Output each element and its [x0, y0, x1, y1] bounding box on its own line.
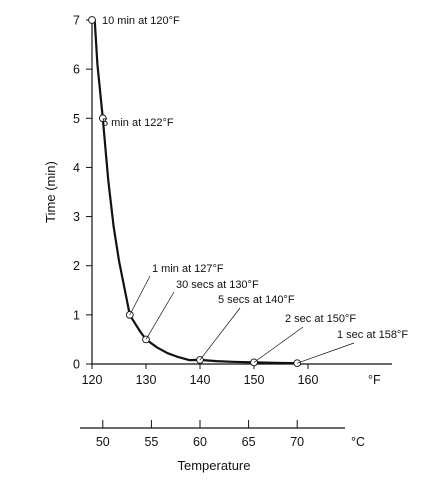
y-tick-label: 4	[73, 161, 80, 175]
point-annotation: 2 sec at 150°F	[285, 313, 356, 325]
x-tick-label: 150	[244, 373, 265, 387]
y-tick-label: 0	[73, 358, 80, 372]
y-tick-label: 3	[73, 210, 80, 224]
annotation-leader	[253, 326, 304, 363]
secondary-x-tick-label: 50	[96, 435, 110, 449]
x-tick-label: 160	[298, 373, 319, 387]
secondary-x-tick-label: 70	[290, 435, 304, 449]
annotation-leader	[199, 307, 241, 361]
point-annotation: 5 min at 122°F	[102, 117, 174, 129]
secondary-x-tick-label: 60	[193, 435, 207, 449]
data-point	[98, 114, 107, 123]
secondary-x-unit-label: °C	[351, 435, 365, 449]
labels-layer: 10 min at 120°F 5 min at 122°F 1 min at 12…	[102, 15, 408, 364]
y-tick-label: 7	[73, 14, 80, 28]
annotation-leader	[297, 342, 355, 364]
points-layer	[88, 16, 302, 368]
x-tick-label: 140	[190, 373, 211, 387]
point-annotation: 30 secs at 130°F	[176, 279, 259, 291]
axes: 0 1 2 3 4 5 6 7 120 130 140 150 160 °F 50 55 60 65 70 °C Tem…	[43, 14, 392, 473]
curve-layer	[93, 18, 299, 365]
secondary-x-tick-label: 65	[242, 435, 256, 449]
x-unit-label: °F	[368, 373, 381, 387]
y-tick-label: 2	[73, 259, 80, 273]
series-line	[93, 18, 299, 365]
y-tick-label: 5	[73, 112, 80, 126]
y-axis-title: Time (min)	[43, 161, 58, 223]
point-annotation: 10 min at 120°F	[102, 15, 180, 27]
x-axis-title: Temperature	[178, 458, 251, 473]
x-tick-label: 120	[82, 373, 103, 387]
point-annotation: 1 min at 127°F	[152, 263, 224, 275]
x-tick-label: 130	[136, 373, 157, 387]
y-tick-label: 1	[73, 308, 80, 322]
y-tick-label: 6	[73, 63, 80, 77]
point-annotation: 5 secs at 140°F	[218, 294, 295, 306]
secondary-x-tick-label: 55	[144, 435, 158, 449]
annotation-leader	[145, 291, 175, 340]
point-annotation: 1 sec at 158°F	[337, 329, 408, 341]
data-point	[88, 16, 96, 24]
annotation-leader	[129, 275, 151, 316]
